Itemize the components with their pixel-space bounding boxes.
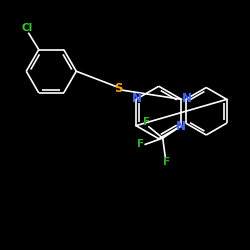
Text: F: F <box>143 118 150 128</box>
Text: S: S <box>114 82 123 95</box>
Text: N: N <box>132 92 141 106</box>
Text: N: N <box>176 120 186 132</box>
Text: Cl: Cl <box>22 23 33 33</box>
Text: F: F <box>163 157 170 167</box>
Text: F: F <box>137 140 144 149</box>
Text: N: N <box>182 92 192 106</box>
